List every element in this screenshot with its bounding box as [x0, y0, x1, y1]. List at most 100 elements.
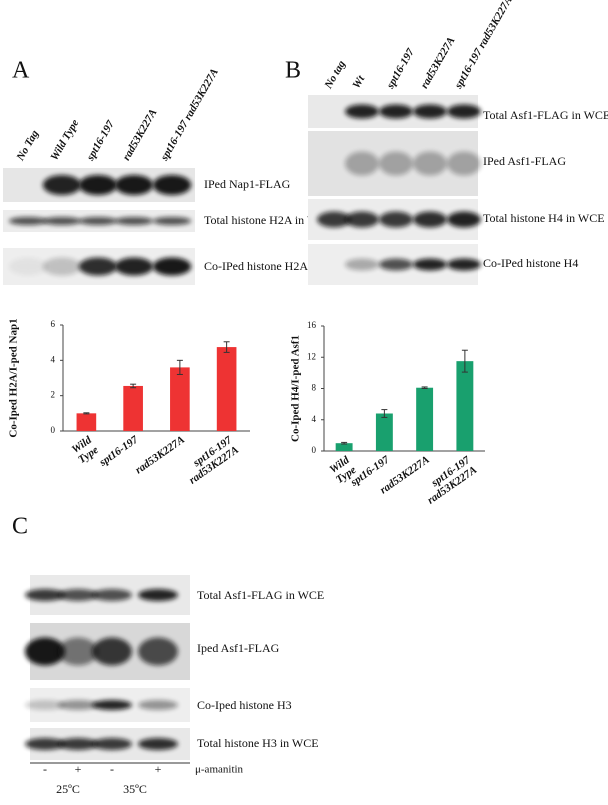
panel-label: B — [285, 58, 301, 84]
x-tick-label: WildType — [69, 433, 101, 465]
band — [138, 637, 178, 666]
blot-label: Iped Asf1-FLAG — [197, 641, 280, 655]
error-bar — [130, 383, 137, 389]
y-tick-label: 4 — [51, 354, 56, 364]
band — [138, 738, 178, 750]
band — [447, 211, 481, 228]
band — [58, 700, 98, 710]
band — [413, 258, 447, 271]
y-tick-label: 8 — [312, 383, 317, 393]
band — [25, 637, 65, 666]
band — [413, 151, 447, 176]
blot-label: IPed Asf1-FLAG — [483, 154, 566, 168]
band — [25, 589, 65, 601]
lane-label: Wt — [350, 73, 367, 91]
treatment-sign: - — [110, 762, 114, 776]
lane-label: spt16-197 rad53K227A — [452, 0, 515, 92]
error-bar — [83, 412, 90, 415]
lane-label: rad53K227A — [120, 107, 159, 163]
blot-label: Total Asf1-FLAG in WCE — [483, 108, 608, 122]
blot-label: Total histone H2A in WCE — [204, 213, 334, 227]
lane-label: spt16-197 rad53K227A — [158, 67, 221, 164]
x-tick-label: spt16-197 — [97, 433, 141, 469]
panel-label: A — [12, 58, 30, 84]
lane-label: No Tag — [14, 128, 42, 164]
lane-label: rad53K227A — [418, 35, 457, 91]
band — [138, 589, 178, 601]
band — [25, 738, 65, 750]
band — [42, 217, 82, 225]
temperature: 35ºC — [123, 782, 147, 796]
band — [78, 257, 118, 276]
band — [8, 217, 48, 225]
band — [447, 151, 481, 176]
band — [78, 217, 118, 225]
y-axis-label: Co-Iped H2A/I-ped Nap1 — [8, 318, 20, 437]
bar — [456, 361, 474, 451]
band — [379, 211, 413, 228]
band — [379, 104, 413, 119]
error-bar — [461, 349, 468, 373]
blot-label: Total histone H4 in WCE — [483, 211, 605, 225]
treatment-sign: + — [155, 762, 162, 776]
y-axis-label: Co-Iped H4/I-ped Asf1 — [290, 335, 302, 442]
lane-label: No tag — [322, 58, 348, 91]
lane-label: Wild Type — [48, 117, 81, 162]
band — [114, 257, 154, 276]
y-tick-label: 0 — [312, 445, 317, 455]
band — [152, 217, 192, 225]
blot-label: Total histone H3 in WCE — [197, 736, 319, 750]
band — [138, 700, 178, 710]
band — [447, 258, 481, 271]
band — [114, 175, 154, 195]
x-tick-label: spt16-197rad53K227A — [180, 433, 241, 486]
band — [8, 257, 48, 276]
lane-label: spt16-197 — [84, 118, 117, 163]
error-bar — [381, 409, 388, 418]
x-tick-label: rad53K227A — [133, 434, 187, 477]
band — [413, 211, 447, 228]
error-bar — [176, 359, 183, 375]
band — [345, 258, 379, 271]
y-tick-label: 4 — [312, 414, 317, 424]
error-bar — [421, 386, 428, 389]
y-tick-label: 16 — [307, 320, 317, 330]
band — [345, 104, 379, 119]
band — [114, 217, 154, 225]
blot-label: Co-IPed histone H4 — [483, 256, 578, 270]
band — [42, 257, 82, 276]
y-tick-label: 0 — [51, 425, 56, 435]
bar — [375, 413, 393, 451]
y-tick-label: 12 — [307, 351, 316, 361]
band — [152, 257, 192, 276]
lane-label: spt16-197 — [384, 46, 417, 91]
band — [152, 175, 192, 195]
band — [379, 151, 413, 176]
bar — [335, 443, 353, 451]
band — [317, 211, 351, 228]
panel-label: C — [12, 514, 28, 540]
band — [92, 637, 132, 666]
blot-label: Co-IPed histone H2A — [204, 259, 308, 273]
bar — [123, 385, 143, 431]
treatment-sign: - — [43, 762, 47, 776]
band — [78, 175, 118, 195]
treatment-label: μ-amanitin — [195, 764, 244, 776]
band — [345, 151, 379, 176]
blot-label: IPed Nap1-FLAG — [204, 177, 291, 191]
error-bar — [223, 341, 230, 353]
blot-label: Total Asf1-FLAG in WCE — [197, 588, 324, 602]
y-tick-label: 6 — [51, 319, 56, 329]
temperature: 25ºC — [56, 782, 80, 796]
band — [379, 258, 413, 271]
band — [42, 175, 82, 195]
band — [58, 637, 98, 666]
bar — [216, 347, 237, 431]
bar — [170, 367, 190, 431]
band — [58, 738, 98, 750]
band — [345, 211, 379, 228]
y-tick-label: 2 — [51, 390, 56, 400]
blot-label: Co-Iped histone H3 — [197, 698, 292, 712]
band — [25, 700, 65, 710]
